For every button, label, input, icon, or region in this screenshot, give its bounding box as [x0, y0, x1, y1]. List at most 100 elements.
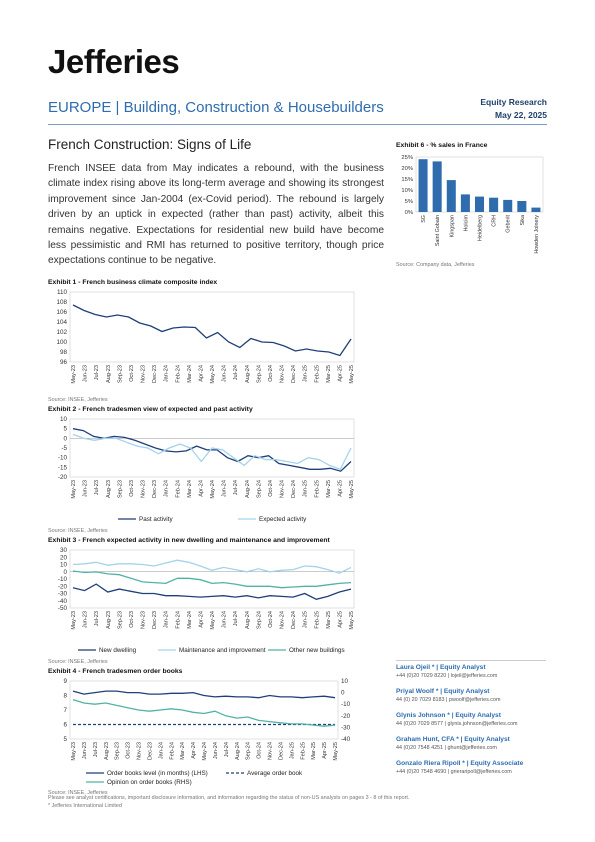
x-tick-label: Feb-24 — [175, 611, 181, 629]
y-tick-label: 5 — [63, 736, 67, 743]
analyst-name: Laura Ojeil * | Equity Analyst — [396, 664, 486, 671]
x-tick-label: Mar-24 — [187, 365, 193, 383]
y-tick-label: -50 — [58, 605, 68, 612]
x-tick-label: Apr-24 — [198, 611, 204, 628]
plot-frame — [69, 549, 355, 609]
analyst-card: Glynis Johnson * | Equity Analyst 44 (0)… — [396, 712, 556, 727]
exhibit3-title: Exhibit 3 - French expected activity in … — [48, 537, 330, 544]
series-line — [72, 304, 352, 357]
x-tick-label: Mar-25 — [311, 742, 317, 760]
bar — [503, 199, 513, 212]
y-tick-label: -20 — [58, 474, 68, 481]
y-tick-label: -15 — [58, 464, 68, 471]
x-tick-label: May-23 — [71, 611, 77, 630]
header-divider — [48, 124, 547, 125]
x-tick-label: Nov-24 — [280, 365, 286, 383]
x-tick-label: Jun-24 — [222, 480, 228, 497]
y-tick-label: 7 — [63, 707, 67, 714]
x-tick-label: May-25 — [349, 611, 355, 630]
y-tick-label: 110 — [57, 289, 68, 296]
x-tick-label: Jun-23 — [83, 365, 89, 382]
series-line — [72, 559, 352, 574]
x-tick-label: Dec-23 — [147, 742, 153, 760]
report-date: May 22, 2025 — [495, 110, 547, 120]
y-tick-label: 5% — [405, 199, 413, 205]
y-tick-label: -10 — [58, 455, 68, 462]
series-line — [72, 583, 352, 600]
x-tick-label: Dec-23 — [152, 611, 158, 629]
x-tick-label: May-24 — [202, 742, 208, 761]
x-tick-label: Aug-23 — [106, 365, 112, 383]
x-tick-label: Jul-23 — [94, 480, 100, 495]
x-tick-label: Sep-23 — [117, 480, 123, 498]
x-tick-label: Nov-24 — [280, 480, 286, 498]
x-tick-label: Apr-25 — [322, 742, 328, 759]
x-tick-label: Jun-23 — [82, 742, 88, 759]
analyst-divider — [396, 660, 546, 661]
y-tick-label: 0% — [405, 210, 413, 216]
x-tick-label: Feb-24 — [175, 480, 181, 498]
exhibit4-source: Source: INSEE, Jefferies — [48, 790, 108, 796]
x-tick-label: May-25 — [349, 365, 355, 384]
exhibit1-source: Source: INSEE, Jefferies — [48, 397, 108, 403]
x-tick-label: Mar-25 — [326, 480, 332, 498]
exhibit3-source: Source: INSEE, Jefferies — [48, 659, 108, 665]
analyst-card: Gonzalo Riera Ripoll * | Equity Associat… — [396, 760, 556, 775]
analyst-name: Graham Hunt, CFA * | Equity Analyst — [396, 736, 510, 743]
bar — [531, 207, 541, 212]
analyst-card: Priyal Woolf * | Equity Analyst 44 (0) 2… — [396, 688, 556, 703]
series-line — [72, 698, 336, 727]
x-tick-label: Oct-23 — [129, 365, 135, 382]
y-right-tick-label: -40 — [341, 736, 351, 743]
disclosure-note[interactable]: Please see analyst certifications, impor… — [48, 795, 410, 801]
x-tick-label: Heidelberg — [478, 215, 484, 241]
x-tick-label: Dec-23 — [152, 480, 158, 498]
analyst-contact[interactable]: +44 (0)20 7029 8220 | lojeil@jefferies.c… — [396, 673, 498, 679]
bar — [460, 194, 470, 212]
entity-note: * Jefferies International Limited — [48, 803, 122, 809]
plot-frame — [69, 291, 355, 363]
y-tick-label: -30 — [58, 591, 68, 598]
analyst-contact[interactable]: 44 (0) 20 7029 8183 | pwoolf@jefferies.c… — [396, 697, 501, 703]
x-tick-label: Aug-23 — [104, 742, 110, 760]
x-tick-label: Apr-24 — [198, 365, 204, 382]
analyst-contact[interactable]: 44 (0)20 7029 8577 | glynis.johnson@jeff… — [396, 721, 518, 727]
bar — [446, 180, 456, 212]
exhibit2-chart: -20 -15 -10 -5 0 5 10 May-23 Jun-23 Jul-23 Aug-23 S… — [58, 416, 355, 523]
analyst-contact[interactable]: 44 (0)20 7548 4251 | ghunt@jefferies.com — [396, 745, 497, 751]
x-tick-label: Sep-23 — [117, 365, 123, 383]
y-tick-label: 104 — [56, 319, 67, 326]
x-tick-label: Apr-25 — [337, 365, 343, 382]
y-right-tick-label: -30 — [341, 724, 351, 731]
x-tick-label: Jul-24 — [233, 365, 239, 380]
x-tick-label: SG — [421, 215, 427, 223]
x-tick-label: Geberit — [506, 215, 512, 233]
x-tick-label: May-24 — [210, 611, 216, 630]
y-tick-label: 9 — [63, 678, 67, 685]
x-tick-label: Jan-24 — [164, 480, 170, 497]
y-tick-label: 0 — [63, 569, 67, 576]
legend-label: New dwelling — [99, 647, 137, 654]
x-tick-label: Nov-23 — [137, 742, 143, 760]
legend-label: Opinion on order books (RHS) — [107, 779, 192, 786]
y-tick-label: 96 — [60, 359, 68, 366]
x-tick-label: Aug-23 — [106, 480, 112, 498]
x-tick-label: Dec-24 — [291, 365, 297, 383]
y-tick-label: -5 — [61, 445, 67, 452]
y-tick-label: 98 — [60, 349, 68, 356]
x-tick-label: Jul-24 — [224, 742, 230, 757]
y-tick-label: 108 — [56, 299, 67, 306]
x-tick-label: Apr-25 — [337, 480, 343, 497]
y-tick-label: 30 — [60, 547, 68, 554]
x-tick-label: Jun-23 — [83, 611, 89, 628]
x-tick-label: Mar-25 — [326, 611, 332, 629]
exhibit6-chart: 0% 5% 10% 15% 20% 25% SG Saint Gobain Kingspan Ho… — [401, 155, 544, 254]
analyst-name: Glynis Johnson * | Equity Analyst — [396, 712, 501, 719]
x-tick-label: Sep-24 — [256, 480, 262, 498]
plot-frame — [69, 418, 355, 478]
analyst-contact[interactable]: +44 (0)20 7548 4690 | grieraripoll@jeffe… — [396, 769, 512, 775]
x-tick-label: Kingspan — [449, 215, 455, 237]
y-tick-label: -20 — [58, 583, 68, 590]
x-tick-label: Oct-24 — [268, 480, 274, 497]
exhibit2-source: Source: INSEE, Jefferies — [48, 528, 108, 534]
